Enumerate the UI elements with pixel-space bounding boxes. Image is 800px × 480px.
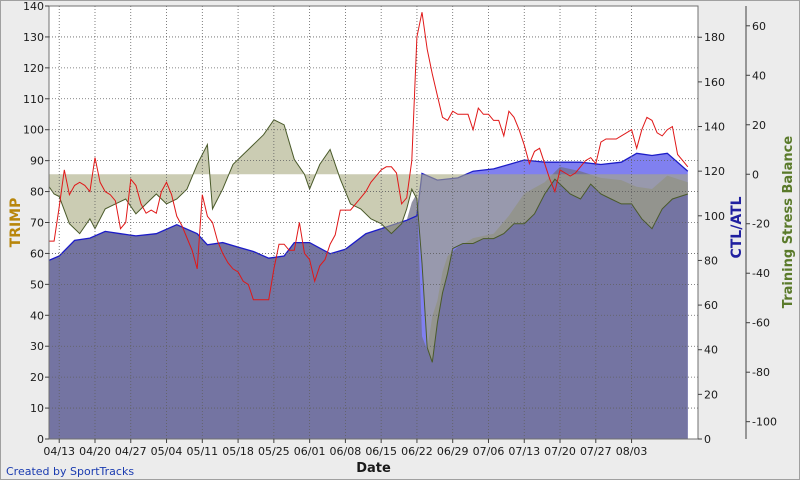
middle-tick-label: 120 xyxy=(704,165,725,178)
x-tick-label: 06/22 xyxy=(401,445,433,458)
x-tick-label: 04/27 xyxy=(115,445,147,458)
left-tick-label: 110 xyxy=(23,93,44,106)
x-tick-label: 08/03 xyxy=(616,445,648,458)
right-tick-label: -80 xyxy=(752,366,770,379)
credit-link[interactable]: Created by SportTracks xyxy=(6,465,135,478)
x-tick-label: 06/08 xyxy=(330,445,362,458)
left-tick-label: 130 xyxy=(23,31,44,44)
left-tick-label: 100 xyxy=(23,124,44,137)
x-tick-label: 05/04 xyxy=(151,445,183,458)
left-tick-label: 0 xyxy=(37,433,44,446)
right-tick-label: -40 xyxy=(752,267,770,280)
right-tick-label: -60 xyxy=(752,317,770,330)
middle-tick-label: 60 xyxy=(704,299,718,312)
left-tick-label: 30 xyxy=(30,340,44,353)
left-axis-title: TRIMP xyxy=(8,198,24,248)
x-tick-label: 05/18 xyxy=(222,445,254,458)
right-axis-title: Training Stress Balance xyxy=(781,136,796,309)
x-tick-label: 05/25 xyxy=(258,445,290,458)
x-axis-title: Date xyxy=(356,461,391,476)
x-tick-label: 05/11 xyxy=(186,445,218,458)
x-tick-label: 07/27 xyxy=(580,445,612,458)
left-tick-label: 80 xyxy=(30,186,44,199)
x-tick-label: 06/29 xyxy=(437,445,469,458)
atl-area xyxy=(49,166,688,439)
left-tick-label: 50 xyxy=(30,278,44,291)
left-tick-label: 70 xyxy=(30,217,44,230)
right-tick-label: 0 xyxy=(752,168,759,181)
x-tick-label: 07/06 xyxy=(473,445,505,458)
x-tick-label: 04/13 xyxy=(43,445,75,458)
right-tick-label: 20 xyxy=(752,119,766,132)
x-tick-label: 07/13 xyxy=(508,445,540,458)
middle-tick-label: 40 xyxy=(704,344,718,357)
right-tick-label: -20 xyxy=(752,218,770,231)
middle-tick-label: 180 xyxy=(704,31,725,44)
left-tick-label: 20 xyxy=(30,371,44,384)
x-tick-label: 06/15 xyxy=(365,445,397,458)
right-tick-label: 40 xyxy=(752,69,766,82)
middle-tick-label: 20 xyxy=(704,388,718,401)
left-tick-label: 90 xyxy=(30,155,44,168)
middle-tick-label: 140 xyxy=(704,121,725,134)
right-tick-label: -100 xyxy=(752,416,777,429)
middle-tick-label: 160 xyxy=(704,76,725,89)
x-tick-label: 06/01 xyxy=(294,445,326,458)
x-tick-label: 07/20 xyxy=(544,445,576,458)
middle-axis-title: CTL/ATL xyxy=(729,196,745,258)
left-tick-label: 60 xyxy=(30,247,44,260)
ctl-line xyxy=(48,152,689,261)
x-tick-label: 04/20 xyxy=(79,445,111,458)
left-tick-label: 120 xyxy=(23,62,44,75)
middle-tick-label: 80 xyxy=(704,254,718,267)
middle-tick-label: 100 xyxy=(704,210,725,223)
tsb-line xyxy=(48,119,688,363)
left-tick-label: 140 xyxy=(23,1,44,13)
left-tick-label: 40 xyxy=(30,309,44,322)
left-tick-label: 10 xyxy=(30,402,44,415)
tsb-area xyxy=(49,119,688,363)
right-tick-label: 60 xyxy=(752,20,766,33)
middle-tick-label: 0 xyxy=(704,433,711,446)
trimp-line xyxy=(49,12,689,301)
